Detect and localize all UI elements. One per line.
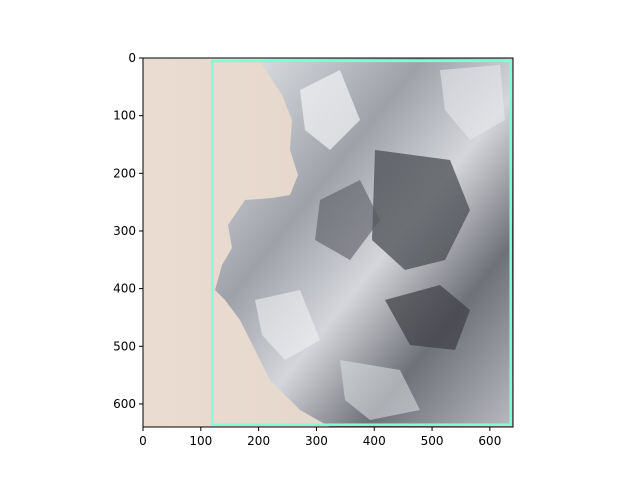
x-tick-label: 300 — [305, 434, 328, 448]
photo — [143, 58, 513, 427]
y-tick-label: 200 — [113, 166, 136, 180]
bounding-box — [211, 59, 512, 426]
y-tick-label: 400 — [113, 282, 136, 296]
foil-highlight — [340, 360, 420, 420]
foil-highlight — [255, 290, 320, 360]
x-tick-label: 400 — [363, 434, 386, 448]
foil-crease — [315, 180, 380, 260]
axes-frame — [142, 57, 514, 428]
y-tick-label: 300 — [113, 224, 136, 238]
y-tick-label: 600 — [113, 397, 136, 411]
x-tick-label: 600 — [478, 434, 501, 448]
y-tick-label: 100 — [113, 109, 136, 123]
x-tick-label: 0 — [139, 434, 147, 448]
x-tick-label: 200 — [247, 434, 270, 448]
foil-highlight — [300, 70, 360, 150]
foil-highlight — [440, 65, 505, 140]
x-tick-label: 500 — [421, 434, 444, 448]
y-axis: 0 100 200 300 400 500 600 — [113, 51, 143, 411]
x-axis: 0 100 200 300 400 500 600 — [139, 427, 501, 448]
y-tick-label: 500 — [113, 339, 136, 353]
y-tick-label: 0 — [128, 51, 136, 65]
foil-crease — [385, 285, 470, 350]
foil-crease — [372, 150, 470, 270]
x-tick-label: 100 — [189, 434, 212, 448]
